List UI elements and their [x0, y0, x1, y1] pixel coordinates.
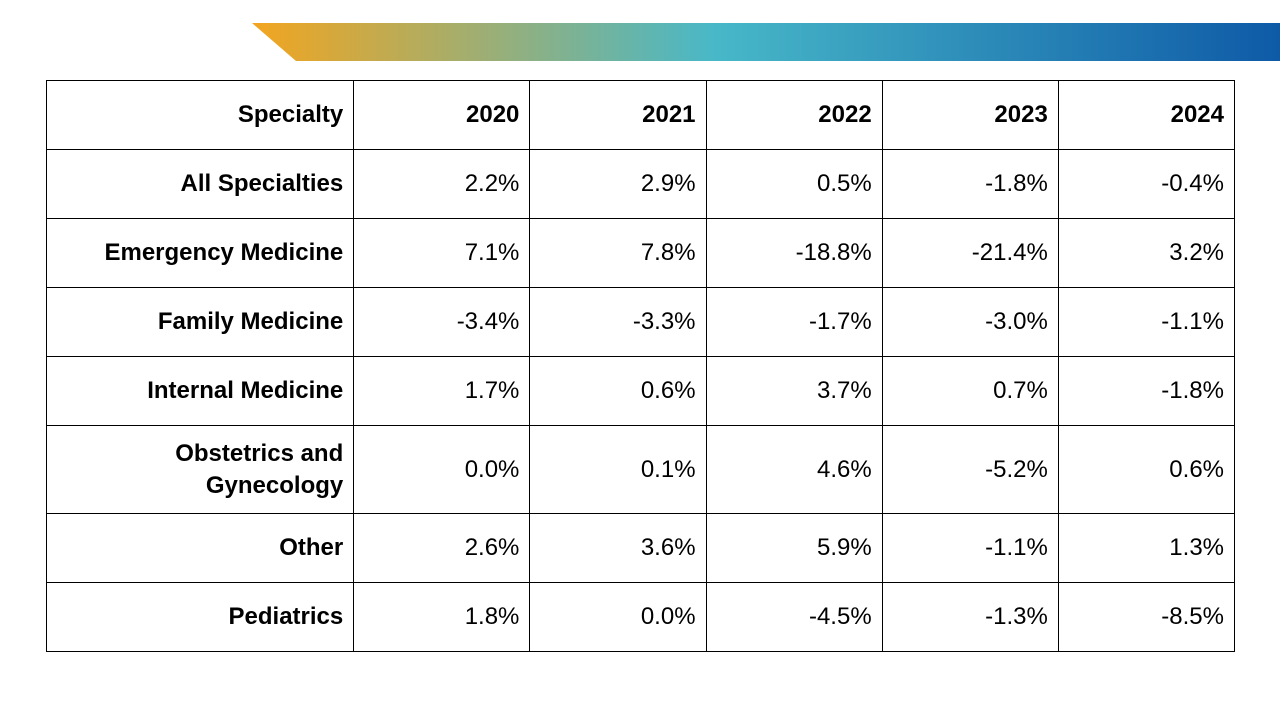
cell-value: 0.6%	[1057, 425, 1236, 514]
header-gradient-banner	[252, 23, 1280, 61]
table-row: Obstetrics and Gynecology 0.0% 0.1% 4.6%…	[45, 425, 1236, 514]
cell-value: 4.6%	[705, 425, 883, 514]
specialty-change-table: Specialty 2020 2021 2022 2023 2024 All S…	[45, 80, 1236, 652]
row-label: Other	[45, 513, 355, 583]
table-row: All Specialties 2.2% 2.9% 0.5% -1.8% -0.…	[45, 149, 1236, 219]
cell-value: 1.8%	[353, 582, 531, 652]
row-label: Internal Medicine	[45, 356, 355, 426]
cell-value: 7.8%	[529, 218, 707, 288]
cell-value: 0.5%	[705, 149, 883, 219]
cell-value: -8.5%	[1057, 582, 1236, 652]
row-label: Emergency Medicine	[45, 218, 355, 288]
cell-value: 0.0%	[353, 425, 531, 514]
row-label: Family Medicine	[45, 287, 355, 357]
cell-value: 2.6%	[353, 513, 531, 583]
cell-value: -1.1%	[1057, 287, 1236, 357]
cell-value: -0.4%	[1057, 149, 1236, 219]
cell-value: -21.4%	[881, 218, 1059, 288]
table-row: Other 2.6% 3.6% 5.9% -1.1% 1.3%	[45, 513, 1236, 583]
cell-value: 2.2%	[353, 149, 531, 219]
header-2021: 2021	[529, 80, 707, 150]
cell-value: -3.0%	[881, 287, 1059, 357]
header-specialty: Specialty	[45, 80, 355, 150]
cell-value: 7.1%	[353, 218, 531, 288]
row-label: Obstetrics and Gynecology	[45, 425, 355, 514]
cell-value: -1.8%	[1057, 356, 1236, 426]
cell-value: 3.6%	[529, 513, 707, 583]
cell-value: 3.7%	[705, 356, 883, 426]
cell-value: -1.8%	[881, 149, 1059, 219]
table-row: Emergency Medicine 7.1% 7.8% -18.8% -21.…	[45, 218, 1236, 288]
cell-value: 1.7%	[353, 356, 531, 426]
cell-value: -18.8%	[705, 218, 883, 288]
table-row: Family Medicine -3.4% -3.3% -1.7% -3.0% …	[45, 287, 1236, 357]
cell-value: -3.3%	[529, 287, 707, 357]
header-2024: 2024	[1057, 80, 1236, 150]
row-label: All Specialties	[45, 149, 355, 219]
cell-value: 0.0%	[529, 582, 707, 652]
table-row: Pediatrics 1.8% 0.0% -4.5% -1.3% -8.5%	[45, 582, 1236, 652]
cell-value: -5.2%	[881, 425, 1059, 514]
cell-value: -3.4%	[353, 287, 531, 357]
cell-value: 3.2%	[1057, 218, 1236, 288]
header-2022: 2022	[705, 80, 883, 150]
cell-value: 5.9%	[705, 513, 883, 583]
cell-value: 1.3%	[1057, 513, 1236, 583]
table-row: Internal Medicine 1.7% 0.6% 3.7% 0.7% -1…	[45, 356, 1236, 426]
cell-value: -4.5%	[705, 582, 883, 652]
banner-shape	[252, 23, 1280, 61]
row-label: Pediatrics	[45, 582, 355, 652]
table-header-row: Specialty 2020 2021 2022 2023 2024	[45, 80, 1236, 150]
cell-value: -1.7%	[705, 287, 883, 357]
header-2023: 2023	[881, 80, 1059, 150]
cell-value: -1.3%	[881, 582, 1059, 652]
cell-value: 0.6%	[529, 356, 707, 426]
cell-value: -1.1%	[881, 513, 1059, 583]
cell-value: 0.1%	[529, 425, 707, 514]
cell-value: 0.7%	[881, 356, 1059, 426]
cell-value: 2.9%	[529, 149, 707, 219]
header-2020: 2020	[353, 80, 531, 150]
